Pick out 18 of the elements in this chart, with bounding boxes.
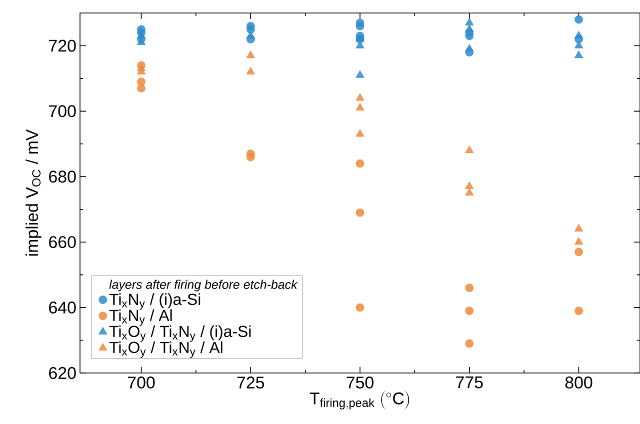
text: Ti$_{x}$O$_{y}$ / Ti$_{x}$N$_{y}$ / (i)a-Si [109,325,251,342]
y-axis-title: implied V$_{OC}$ / mV [26,129,42,256]
text: Ti$_{x}$O$_{y}$ / Ti$_{x}$N$_{y}$ / Al [109,341,222,358]
legend-label: Ti$_{x}$N$_{y}$ / Al [109,309,172,326]
x-axis-title: $\mathrm{T_{firing,peak}\ (^{\circ}C)}$ [310,391,409,410]
x-tick-label: 775 [456,376,483,388]
x-tick-label: 700 [128,376,155,389]
y-tick-label: 680 [49,170,76,183]
x-tick-label: 725 [237,376,264,389]
y-tick-label: 720 [49,40,76,52]
legend-title: layers after firing before etch-back [109,280,298,292]
y-tick-label: 700 [49,105,76,118]
y-tick-label: 660 [49,236,76,248]
y-tick-label: 620 [49,367,76,379]
y-tick-label: 640 [49,302,76,314]
legend-label: Ti$_{x}$N$_{y}$ / (i)a-Si [109,293,200,310]
x-tick-label: 750 [346,376,374,389]
x-tick-label: 800 [565,376,592,389]
